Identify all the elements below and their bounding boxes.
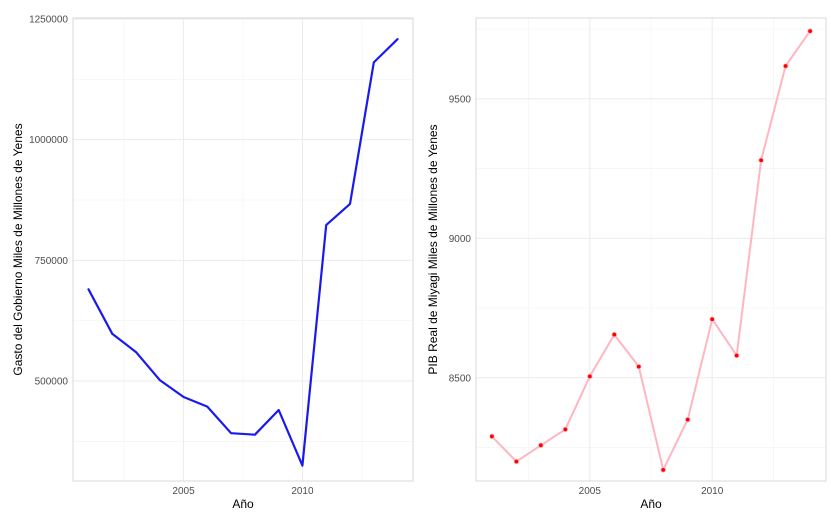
data-point — [587, 373, 593, 380]
y-tick-label: 750000 — [35, 256, 69, 267]
data-point — [489, 433, 495, 440]
data-point — [538, 442, 544, 448]
y-axis-title: Gasto del Gobierno Miles de Millones de … — [11, 123, 25, 375]
y-axis-title: PIB Real de Miyagi Miles de Millones de … — [426, 124, 440, 374]
data-point — [660, 467, 666, 473]
data-point — [709, 316, 715, 322]
miyagi-gdp-chart: 8500 9000 9500 2005 2010 Año PIB Real de Mi… — [426, 17, 827, 511]
x-tick-label: 2010 — [291, 486, 314, 497]
data-point — [513, 458, 520, 465]
plot-frame — [72, 17, 414, 482]
data-point — [807, 28, 813, 34]
series — [490, 30, 812, 471]
data-point — [782, 63, 789, 69]
y-tick-label: 1000000 — [29, 135, 68, 146]
data-point — [636, 363, 642, 370]
series — [87, 38, 399, 467]
data-points — [489, 28, 813, 473]
x-axis-title: Año — [232, 497, 254, 511]
x-axis-title: Año — [640, 497, 662, 511]
y-tick-label: 500000 — [35, 377, 69, 388]
y-tick-label: 8500 — [449, 373, 472, 384]
y-tick-labels: 8500 9000 9500 — [449, 94, 472, 384]
y-tick-label: 1250000 — [29, 14, 68, 25]
data-point — [733, 352, 740, 359]
y-tick-label: 9500 — [449, 94, 472, 105]
series-line — [87, 38, 399, 467]
data-point — [611, 331, 617, 338]
series-line — [490, 30, 812, 471]
x-tick-label: 2010 — [701, 486, 724, 497]
y-tick-label: 9000 — [449, 234, 472, 245]
x-tick-labels: 2005 2010 — [172, 486, 314, 497]
y-tick-labels: 500000 750000 1000000 1250000 — [29, 14, 68, 387]
x-tick-label: 2005 — [172, 486, 195, 497]
plot-frame — [475, 17, 827, 482]
grid — [476, 18, 826, 481]
x-tick-label: 2005 — [579, 486, 602, 497]
x-tick-labels: 2005 2010 — [579, 486, 724, 497]
grid — [73, 18, 413, 481]
data-point — [685, 416, 691, 423]
data-point — [758, 157, 764, 163]
data-point — [562, 426, 569, 433]
